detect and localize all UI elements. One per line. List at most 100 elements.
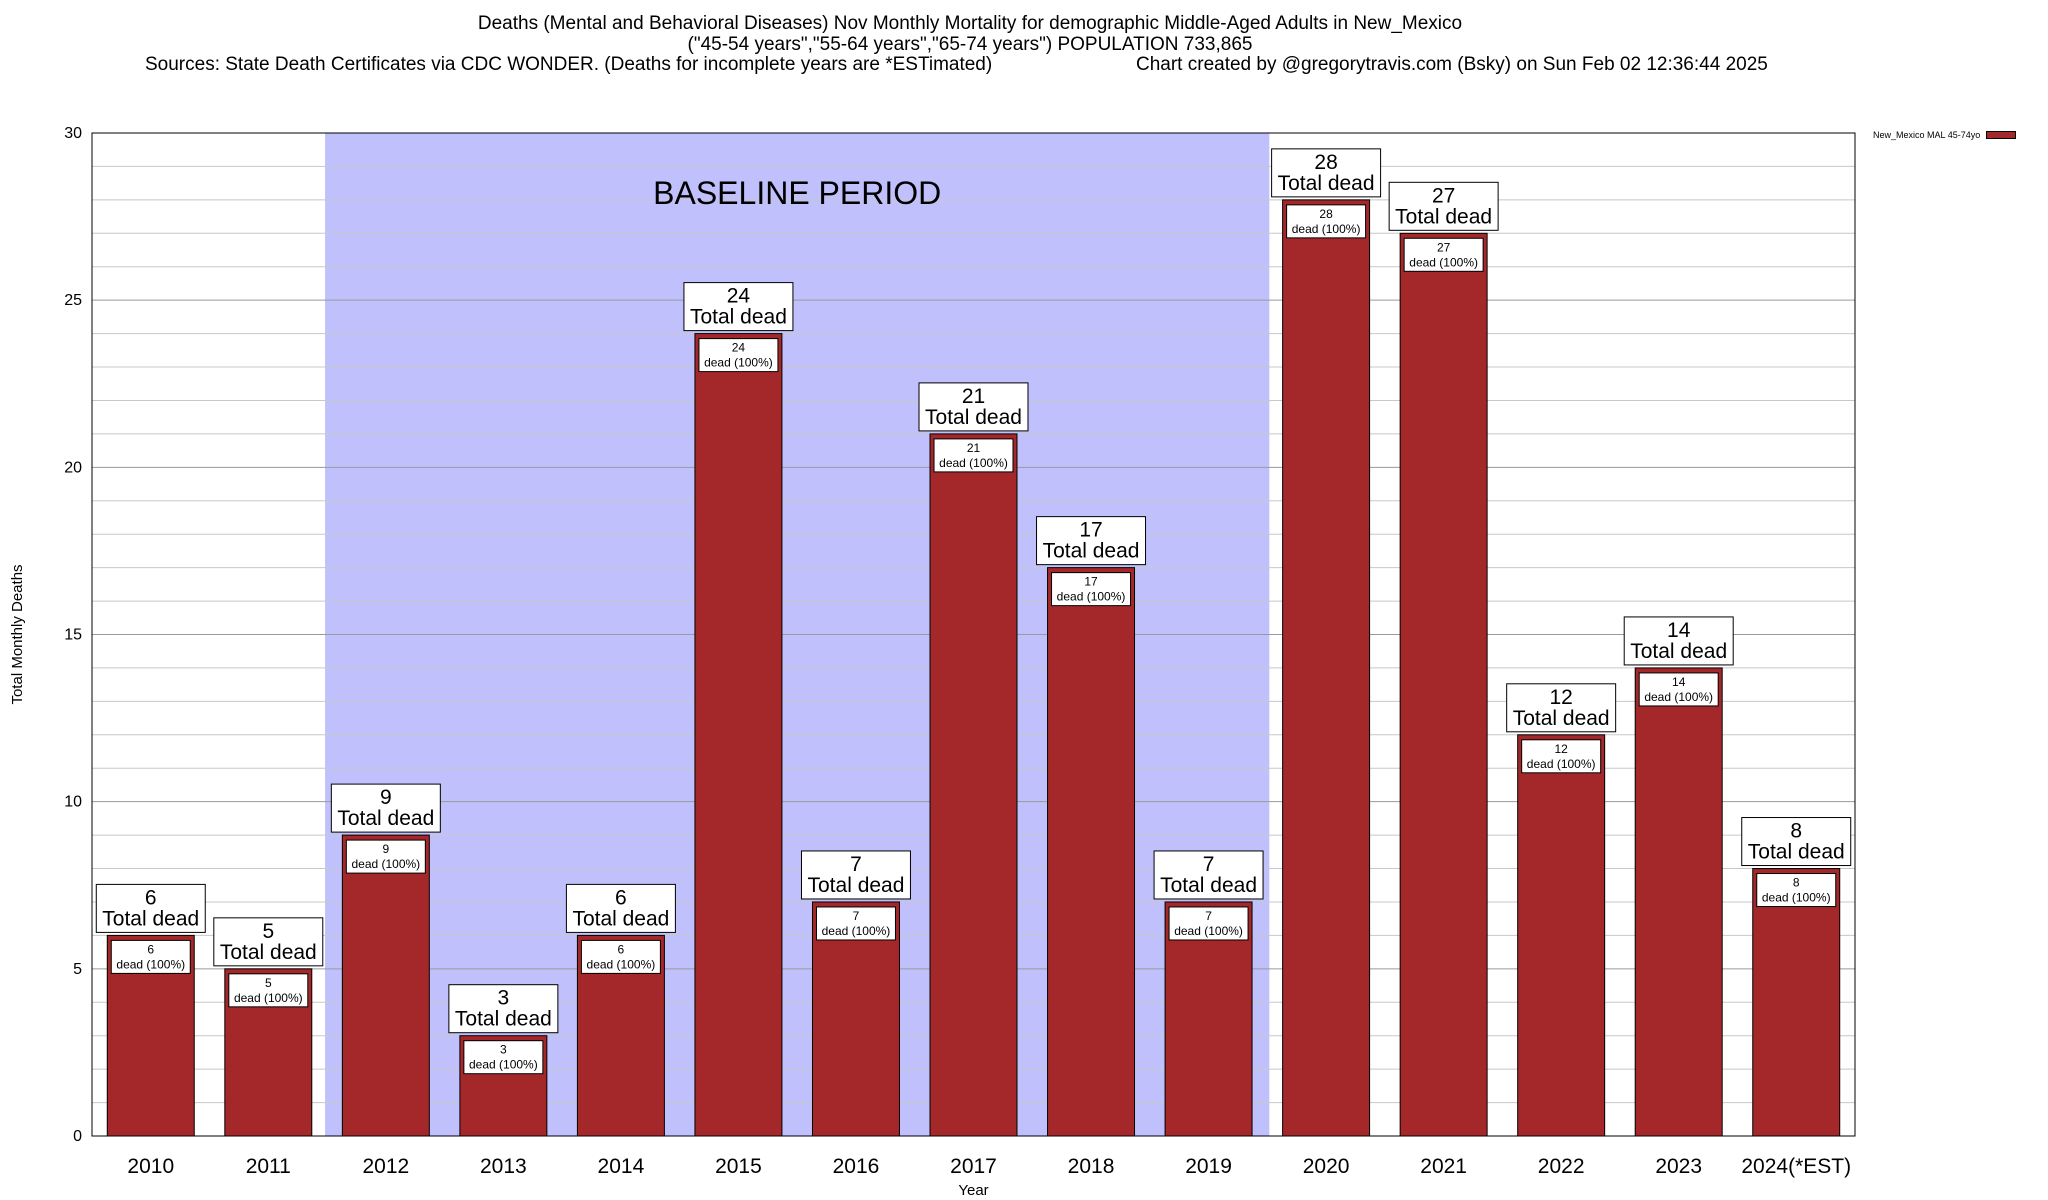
y-tick-label: 0 — [73, 1128, 82, 1145]
bar-total-value: 14 — [1667, 619, 1691, 642]
bar — [929, 433, 1018, 1137]
bar-total-value: 8 — [1790, 820, 1802, 843]
bar-inner-label-box — [580, 939, 661, 974]
y-tick-label: 15 — [64, 627, 82, 644]
x-tick-label: 2015 — [715, 1155, 762, 1178]
bar-inner-value: 7 — [1205, 909, 1212, 923]
bar-total-text: Total dead — [1278, 172, 1375, 195]
bar-total-label-box — [1153, 850, 1264, 900]
y-tick-label: 5 — [73, 961, 82, 978]
x-tick-label: 2014 — [598, 1155, 645, 1178]
y-axis-title: Total Monthly Deaths — [9, 564, 26, 704]
bar-total-text: Total dead — [337, 807, 434, 830]
bar-total-label-box — [213, 917, 324, 967]
y-tick-label: 20 — [64, 459, 82, 476]
bar-total-label-box — [1506, 683, 1617, 733]
y-tick-label: 25 — [64, 292, 82, 309]
y-tick-label: 30 — [64, 125, 82, 142]
x-tick-label: 2012 — [362, 1155, 409, 1178]
bar-total-text: Total dead — [1160, 874, 1257, 897]
bar-total-label-box — [683, 282, 794, 332]
bar-inner-percent: dead (100%) — [234, 991, 303, 1005]
x-tick-label: 2020 — [1303, 1155, 1350, 1178]
bar-total-value: 7 — [1203, 853, 1215, 876]
x-tick-label: 2010 — [127, 1155, 174, 1178]
bar-total-text: Total dead — [1513, 707, 1610, 730]
bar-inner-value: 8 — [1793, 876, 1800, 890]
chart-title: Deaths (Mental and Behavioral Diseases) … — [477, 13, 1463, 34]
x-tick-label: 2018 — [1068, 1155, 1115, 1178]
bar-total-label-box — [800, 850, 911, 900]
x-tick-label: 2022 — [1538, 1155, 1585, 1178]
bar-total-value: 9 — [380, 786, 392, 809]
bar-total-value: 6 — [615, 886, 627, 909]
bar-inner-percent: dead (100%) — [1174, 924, 1243, 938]
bar-inner-label-box — [463, 1040, 544, 1075]
bar-inner-value: 27 — [1437, 240, 1451, 254]
bar-total-label-box — [1741, 817, 1852, 867]
x-tick-label: 2013 — [480, 1155, 527, 1178]
bar-inner-value: 3 — [500, 1043, 507, 1057]
chart-subtitle: ("45-54 years","55-64 years","65-74 year… — [687, 34, 1253, 55]
bar-inner-value: 9 — [382, 842, 389, 856]
bar-total-label-box — [1388, 181, 1499, 231]
chart-sources: Sources: State Death Certificates via CD… — [145, 54, 993, 75]
bar-total-label-box — [565, 883, 676, 933]
x-tick-label: 2016 — [833, 1155, 880, 1178]
bar-inner-value: 24 — [732, 341, 746, 355]
bar-total-value: 3 — [498, 987, 510, 1010]
bar-inner-percent: dead (100%) — [1057, 590, 1126, 604]
bar-inner-label-box — [1403, 237, 1484, 272]
bar-total-value: 5 — [262, 920, 274, 943]
legend-swatch — [1986, 131, 2017, 139]
chart-credit: Chart created by @gregorytravis.com (Bsk… — [1136, 54, 1768, 75]
bar-inner-percent: dead (100%) — [351, 857, 420, 871]
bar-inner-value: 21 — [967, 441, 981, 455]
bar-total-value: 24 — [727, 285, 751, 308]
bar-total-value: 17 — [1079, 519, 1102, 542]
bar-total-text: Total dead — [455, 1008, 552, 1031]
bar-total-value: 21 — [962, 385, 985, 408]
bar-total-label-box — [918, 382, 1029, 432]
bar-total-text: Total dead — [1748, 841, 1845, 864]
bar-total-text: Total dead — [925, 406, 1022, 429]
bar-inner-label-box — [933, 438, 1014, 473]
bar-inner-label-box — [345, 839, 426, 874]
x-tick-label: 2011 — [246, 1155, 291, 1178]
bar-inner-percent: dead (100%) — [587, 957, 656, 971]
bar-inner-value: 6 — [147, 942, 154, 956]
bar-inner-value: 12 — [1554, 742, 1568, 756]
bar-total-text: Total dead — [808, 874, 905, 897]
bar — [811, 901, 900, 1137]
bar — [341, 834, 430, 1137]
bar-inner-percent: dead (100%) — [939, 456, 1008, 470]
y-tick-label: 10 — [64, 794, 82, 811]
bar-total-text: Total dead — [572, 907, 669, 930]
bar-inner-label-box — [1756, 873, 1837, 908]
bar — [1164, 901, 1253, 1137]
legend-label: New_Mexico MAL 45-74yo — [1873, 130, 1981, 140]
bar-inner-value: 5 — [265, 976, 272, 990]
bar-total-text: Total dead — [102, 907, 199, 930]
bar — [1752, 868, 1841, 1137]
bar-inner-percent: dead (100%) — [1292, 222, 1361, 236]
bar-inner-label-box — [1521, 739, 1602, 774]
bar-inner-percent: dead (100%) — [116, 957, 185, 971]
x-tick-label: 2024(*EST) — [1741, 1155, 1851, 1178]
bar-total-text: Total dead — [220, 941, 317, 964]
bar — [1282, 199, 1371, 1137]
bar-total-value: 27 — [1432, 184, 1455, 207]
x-tick-label: 2023 — [1655, 1155, 1702, 1178]
bar-inner-percent: dead (100%) — [822, 924, 891, 938]
x-axis-title: Year — [958, 1182, 988, 1199]
bar-total-label-box — [448, 984, 559, 1034]
bar-total-text: Total dead — [690, 306, 787, 329]
bar — [694, 333, 783, 1137]
bar-total-text: Total dead — [1630, 640, 1727, 663]
x-tick-label: 2021 — [1420, 1155, 1467, 1178]
legend: New_Mexico MAL 45-74yo — [1873, 130, 2017, 140]
bar-total-text: Total dead — [1043, 540, 1140, 563]
bar-inner-label-box — [110, 939, 191, 974]
bar-inner-label-box — [1168, 906, 1249, 941]
